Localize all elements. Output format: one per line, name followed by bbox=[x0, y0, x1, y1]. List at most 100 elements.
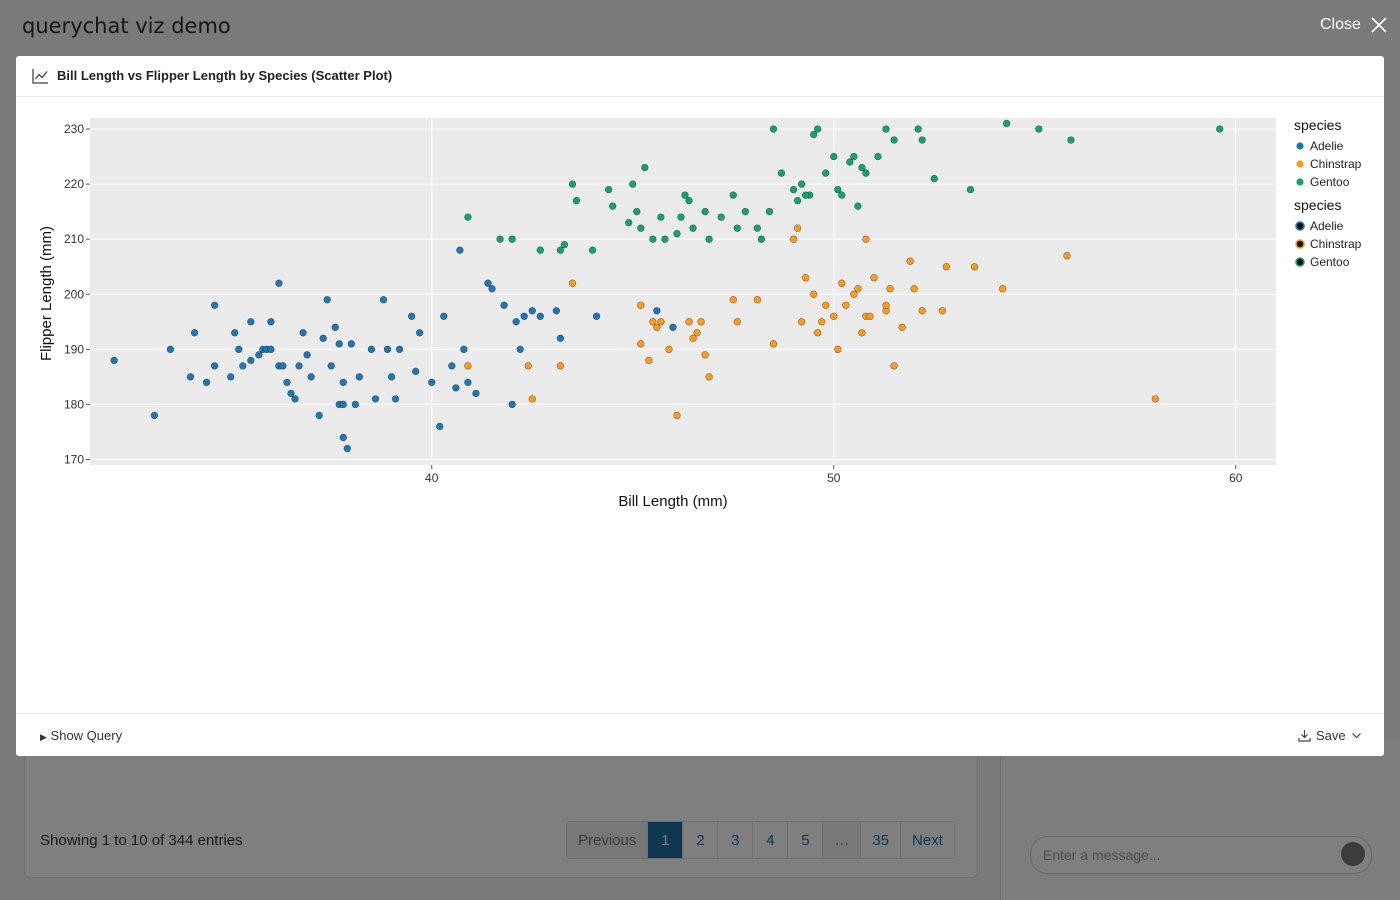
data-point-chinstrap[interactable] bbox=[464, 362, 472, 370]
legend-marker-adelie[interactable] bbox=[1296, 142, 1304, 150]
data-point-gentoo[interactable] bbox=[753, 224, 762, 232]
data-point-adelie[interactable] bbox=[653, 307, 661, 315]
data-point-adelie[interactable] bbox=[488, 285, 496, 293]
data-point-chinstrap[interactable] bbox=[854, 285, 862, 293]
data-point-gentoo[interactable] bbox=[625, 218, 633, 227]
data-point-chinstrap[interactable] bbox=[697, 318, 705, 326]
data-point-adelie[interactable] bbox=[335, 340, 343, 348]
data-point-adelie[interactable] bbox=[339, 378, 347, 387]
data-point-adelie[interactable] bbox=[456, 246, 464, 254]
data-point-adelie[interactable] bbox=[371, 395, 380, 403]
data-point-gentoo[interactable] bbox=[508, 235, 516, 243]
data-point-adelie[interactable] bbox=[343, 444, 352, 453]
legend-marker-gentoo[interactable] bbox=[1296, 178, 1304, 186]
legend-marker-chinstrap[interactable] bbox=[1295, 239, 1305, 249]
data-point-adelie[interactable] bbox=[150, 411, 159, 420]
data-point-chinstrap[interactable] bbox=[793, 224, 802, 232]
data-point-gentoo[interactable] bbox=[882, 125, 890, 133]
data-point-adelie[interactable] bbox=[484, 279, 492, 287]
data-point-gentoo[interactable] bbox=[661, 235, 669, 243]
data-point-gentoo[interactable] bbox=[918, 136, 926, 144]
data-point-gentoo[interactable] bbox=[677, 213, 685, 221]
data-point-gentoo[interactable] bbox=[1002, 119, 1011, 128]
data-point-adelie[interactable] bbox=[307, 373, 315, 381]
data-point-gentoo[interactable] bbox=[496, 235, 504, 243]
data-point-gentoo[interactable] bbox=[765, 207, 774, 216]
data-point-adelie[interactable] bbox=[202, 378, 211, 387]
data-point-chinstrap[interactable] bbox=[906, 257, 914, 265]
data-point-chinstrap[interactable] bbox=[568, 279, 577, 287]
data-point-adelie[interactable] bbox=[267, 318, 275, 326]
data-point-adelie[interactable] bbox=[552, 307, 561, 315]
data-point-adelie[interactable] bbox=[166, 345, 175, 354]
data-point-gentoo[interactable] bbox=[536, 246, 544, 254]
data-point-adelie[interactable] bbox=[464, 378, 472, 387]
data-point-adelie[interactable] bbox=[247, 318, 255, 326]
data-point-chinstrap[interactable] bbox=[858, 329, 866, 337]
data-point-adelie[interactable] bbox=[186, 373, 195, 381]
data-point-adelie[interactable] bbox=[255, 351, 263, 359]
data-point-adelie[interactable] bbox=[303, 351, 311, 359]
data-point-gentoo[interactable] bbox=[588, 246, 597, 254]
save-button[interactable]: Save bbox=[1298, 728, 1362, 743]
data-point-gentoo[interactable] bbox=[637, 224, 645, 232]
data-point-adelie[interactable] bbox=[319, 334, 327, 343]
data-point-chinstrap[interactable] bbox=[813, 329, 822, 337]
data-point-gentoo[interactable] bbox=[464, 213, 472, 221]
data-point-chinstrap[interactable] bbox=[870, 274, 878, 282]
data-point-adelie[interactable] bbox=[472, 389, 480, 398]
data-point-chinstrap[interactable] bbox=[637, 340, 645, 348]
data-point-chinstrap[interactable] bbox=[769, 340, 778, 348]
data-point-adelie[interactable] bbox=[383, 345, 392, 354]
data-point-gentoo[interactable] bbox=[741, 207, 750, 216]
data-point-adelie[interactable] bbox=[428, 378, 436, 387]
data-point-chinstrap[interactable] bbox=[524, 362, 532, 370]
data-point-chinstrap[interactable] bbox=[818, 318, 826, 326]
data-point-gentoo[interactable] bbox=[604, 185, 613, 194]
data-point-chinstrap[interactable] bbox=[970, 263, 979, 271]
data-point-adelie[interactable] bbox=[339, 433, 347, 442]
data-point-gentoo[interactable] bbox=[681, 191, 689, 199]
legend-marker-adelie[interactable] bbox=[1295, 221, 1305, 231]
data-point-adelie[interactable] bbox=[379, 296, 388, 304]
data-point-adelie[interactable] bbox=[367, 345, 376, 354]
data-point-adelie[interactable] bbox=[387, 373, 396, 381]
data-point-chinstrap[interactable] bbox=[890, 362, 898, 370]
data-point-gentoo[interactable] bbox=[846, 158, 854, 166]
data-point-adelie[interactable] bbox=[190, 329, 199, 337]
data-point-gentoo[interactable] bbox=[834, 185, 842, 194]
data-point-gentoo[interactable] bbox=[608, 202, 617, 210]
data-point-adelie[interactable] bbox=[299, 329, 307, 337]
data-point-chinstrap[interactable] bbox=[729, 296, 737, 304]
data-point-adelie[interactable] bbox=[339, 400, 347, 409]
data-point-chinstrap[interactable] bbox=[850, 290, 858, 298]
data-point-adelie[interactable] bbox=[351, 400, 360, 409]
data-point-gentoo[interactable] bbox=[858, 163, 866, 172]
data-point-adelie[interactable] bbox=[592, 312, 601, 320]
data-point-chinstrap[interactable] bbox=[809, 290, 818, 298]
data-point-gentoo[interactable] bbox=[822, 169, 830, 177]
data-point-chinstrap[interactable] bbox=[938, 307, 947, 315]
data-point-chinstrap[interactable] bbox=[689, 334, 697, 343]
data-point-chinstrap[interactable] bbox=[701, 351, 709, 359]
data-point-gentoo[interactable] bbox=[556, 246, 565, 254]
legend-marker-gentoo[interactable] bbox=[1295, 257, 1305, 267]
data-point-chinstrap[interactable] bbox=[665, 345, 673, 354]
data-point-gentoo[interactable] bbox=[689, 224, 697, 232]
data-point-adelie[interactable] bbox=[516, 345, 524, 354]
data-point-chinstrap[interactable] bbox=[910, 285, 918, 293]
data-point-chinstrap[interactable] bbox=[862, 235, 870, 243]
data-point-gentoo[interactable] bbox=[685, 196, 693, 205]
data-point-gentoo[interactable] bbox=[890, 136, 898, 144]
data-point-adelie[interactable] bbox=[283, 378, 291, 387]
data-point-chinstrap[interactable] bbox=[649, 318, 657, 326]
data-point-gentoo[interactable] bbox=[649, 235, 657, 243]
data-point-adelie[interactable] bbox=[331, 323, 339, 332]
data-point-gentoo[interactable] bbox=[733, 224, 741, 232]
data-point-gentoo[interactable] bbox=[633, 207, 641, 216]
data-point-adelie[interactable] bbox=[291, 395, 299, 403]
data-point-gentoo[interactable] bbox=[560, 240, 569, 249]
data-point-gentoo[interactable] bbox=[657, 213, 665, 221]
data-point-gentoo[interactable] bbox=[572, 196, 581, 205]
data-point-chinstrap[interactable] bbox=[797, 318, 806, 326]
